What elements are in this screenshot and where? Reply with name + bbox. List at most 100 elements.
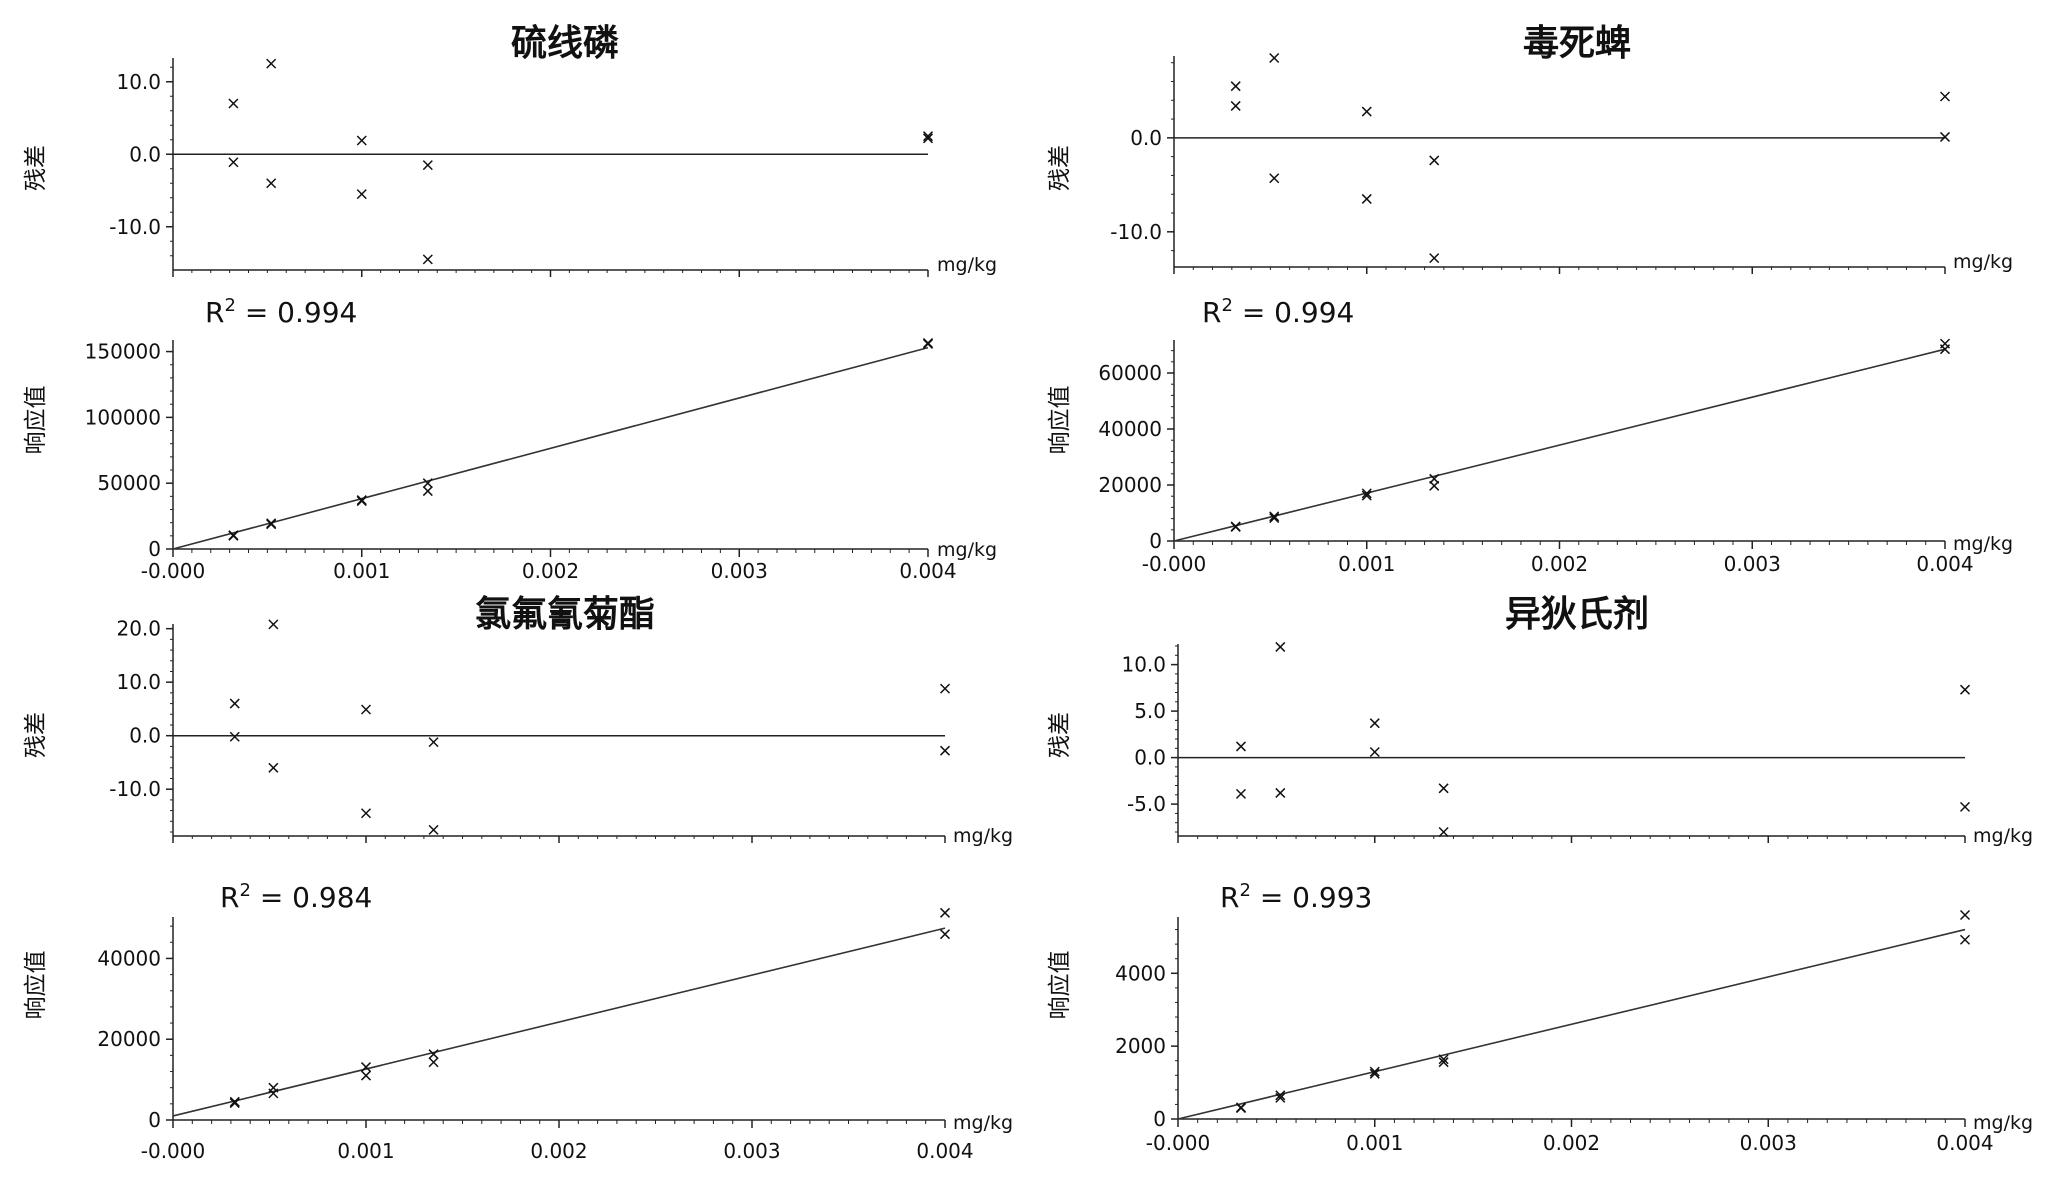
calibration-point (428, 1057, 439, 1068)
marker-stroke (360, 1070, 372, 1081)
marker-stroke (1275, 641, 1286, 652)
residual-point (428, 824, 439, 835)
residual-plot: 20.0 10.0 0.0 -10.0 残差 mg/kg (23, 617, 1013, 847)
residual-point (229, 698, 240, 709)
y-tick-label: 0 (148, 537, 161, 561)
y-tick-label: 20000 (97, 1027, 161, 1051)
residual-point (1275, 787, 1286, 798)
marker-stroke (1361, 488, 1372, 499)
residual-x-unit: mg/kg (953, 825, 1013, 847)
r-squared-label: R2 = 0.994 (205, 295, 357, 329)
marker-stroke (422, 160, 433, 171)
y-tick-label: 0.0 (129, 724, 161, 748)
marker-stroke (922, 131, 934, 142)
x-tick-label: -0.000 (1142, 552, 1206, 576)
marker-stroke (1269, 173, 1280, 184)
calibration-point (1959, 909, 1971, 921)
residual-point (922, 133, 934, 144)
residual-point (1939, 131, 1951, 142)
y-tick-label: 2000 (1115, 1034, 1166, 1058)
marker-stroke (1235, 741, 1246, 752)
marker-stroke (1369, 1066, 1380, 1077)
residual-point (1235, 788, 1246, 799)
marker-stroke (268, 619, 279, 630)
r-squared-letter: R (220, 881, 239, 914)
r-squared-label: R2 = 0.984 (220, 880, 372, 914)
residual-point (1939, 91, 1951, 102)
r-squared-superscript: 2 (224, 295, 235, 316)
marker-stroke (1429, 253, 1440, 264)
residual-y-label: 残差 (23, 712, 49, 758)
x-tick-label: 0.002 (1531, 552, 1588, 576)
y-tick-label: 5.0 (1134, 699, 1166, 723)
calibration-x-unit: mg/kg (937, 539, 997, 561)
y-tick-label: 0 (1153, 1107, 1166, 1131)
calibration-y-label: 响应值 (23, 386, 49, 455)
residual-point (922, 131, 934, 142)
calibration-point (268, 1088, 279, 1099)
y-tick-label: 0.0 (129, 142, 161, 166)
y-tick-label: 20.0 (116, 617, 161, 641)
marker-stroke (939, 907, 951, 918)
calibration-point (1369, 1068, 1380, 1079)
y-tick-label: 50000 (97, 471, 161, 495)
calibration-point (360, 1070, 372, 1081)
marker-stroke (266, 58, 277, 69)
residual-x-unit: mg/kg (937, 254, 997, 276)
panel-2: 毒死蜱 0.0 -10.0 残差 mg/kg 60000 40000 20000 0-0.000… (1047, 23, 2013, 576)
calibration-point (1438, 1054, 1449, 1065)
residual-point (1230, 81, 1241, 92)
marker-stroke (360, 704, 372, 715)
residual-point (228, 157, 239, 168)
fit-line (1177, 928, 1966, 1120)
marker-stroke (228, 98, 239, 109)
marker-stroke (1959, 934, 1971, 945)
fit-line (172, 346, 929, 550)
marker-stroke (1369, 1068, 1380, 1079)
panel-1: 硫线磷 10.0 0.0 -10.0 残差 mg/kg 150000 100000 50000 0… (23, 23, 997, 583)
residual-point (1230, 100, 1241, 111)
residual-point (1959, 684, 1971, 695)
y-tick-label: 10.0 (116, 70, 161, 94)
marker-stroke (1230, 81, 1241, 92)
marker-stroke (228, 530, 239, 541)
y-tick-label: -5.0 (1127, 792, 1166, 816)
r-squared-value: = 0.993 (1251, 881, 1372, 914)
calibration-point (1269, 513, 1280, 524)
residual-point (1369, 718, 1380, 729)
residual-point (268, 619, 279, 630)
marker-stroke (1939, 131, 1951, 142)
marker-stroke (1235, 1103, 1246, 1114)
calibration-y-label: 响应值 (23, 951, 49, 1020)
residual-point (1235, 741, 1246, 752)
marker-stroke (422, 486, 433, 497)
marker-stroke (1939, 91, 1951, 102)
marker-stroke (1959, 684, 1971, 695)
x-tick-label: 0.001 (333, 559, 390, 583)
residual-plot: 0.0 -10.0 残差 mg/kg (1047, 52, 2013, 274)
marker-stroke (1361, 106, 1372, 117)
marker-stroke (228, 157, 239, 168)
x-tick-label: 0.001 (1346, 1131, 1403, 1155)
marker-stroke (1369, 746, 1380, 758)
x-tick-label: -0.000 (141, 1139, 205, 1163)
calibration-point (1269, 511, 1280, 522)
x-tick-label: 0.002 (522, 559, 579, 583)
panel-title: 硫线磷 (511, 23, 619, 64)
x-tick-label: 0.004 (899, 559, 956, 583)
calibration-point (939, 929, 951, 940)
residual-plot: 10.0 0.0 -10.0 残差 mg/kg (23, 58, 997, 277)
marker-stroke (266, 519, 277, 530)
marker-stroke (939, 745, 951, 756)
y-tick-label: 0.0 (1134, 746, 1166, 770)
calibration-point (1230, 521, 1241, 533)
marker-stroke (1230, 100, 1241, 111)
fit-line (172, 927, 946, 1117)
residual-point (1361, 106, 1372, 117)
r-squared-superscript: 2 (1239, 880, 1250, 901)
y-tick-label: 40000 (1098, 417, 1162, 441)
r-squared-superscript: 2 (1221, 295, 1232, 316)
marker-stroke (1275, 1090, 1286, 1101)
calibration-point (1939, 344, 1951, 355)
